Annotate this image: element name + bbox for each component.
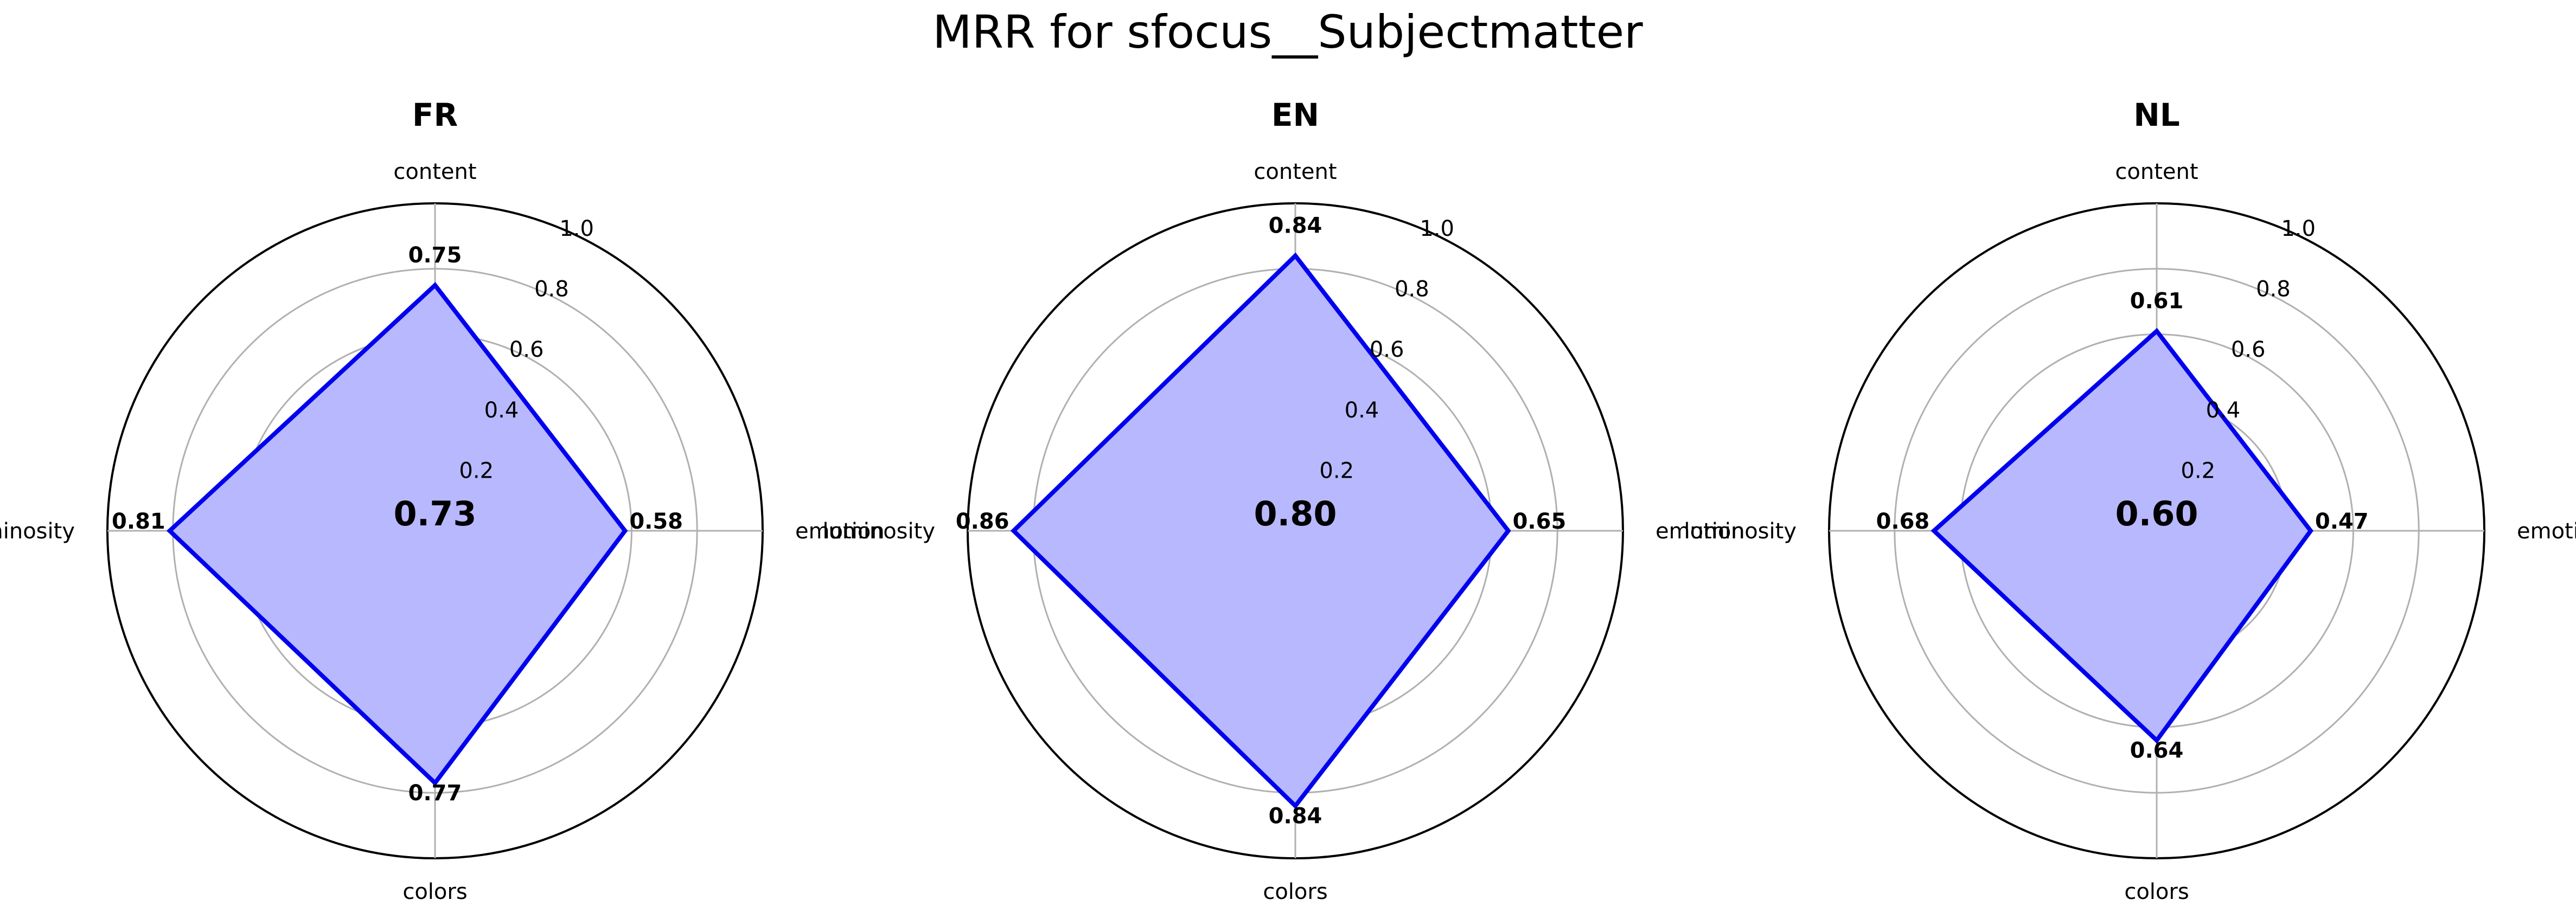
- rtick-label: 0.6: [2231, 337, 2266, 362]
- rtick-label: 0.8: [534, 277, 569, 302]
- panel-title: EN: [1271, 97, 1319, 133]
- rtick-label: 0.6: [1370, 337, 1404, 362]
- series-line: [1931, 327, 2313, 744]
- category-label: emotion: [2517, 519, 2576, 544]
- value-label: 0.47: [2315, 509, 2369, 534]
- rtick-label: 0.2: [1319, 458, 1354, 483]
- category-label: colors: [1263, 879, 1327, 904]
- value-label: 0.86: [956, 509, 1009, 534]
- rtick-label: 0.4: [2206, 398, 2241, 423]
- series-line: [166, 282, 628, 787]
- series-line: [1010, 252, 1511, 809]
- category-label: colors: [402, 879, 467, 904]
- rtick-label: 1.0: [559, 216, 594, 241]
- rtick-label: 0.8: [2256, 277, 2291, 302]
- rtick-label: 0.2: [2181, 458, 2215, 483]
- value-label: 0.58: [629, 509, 683, 534]
- value-label: 0.64: [2130, 738, 2184, 763]
- radar-panels: FR 0.2 0.4 0.6 0.8 1.0 content emotion colors lum…: [0, 97, 2576, 904]
- category-label: content: [1254, 159, 1337, 184]
- value-label: 0.77: [408, 781, 462, 806]
- panel-title: NL: [2133, 97, 2180, 133]
- category-label: content: [2115, 159, 2198, 184]
- rtick-label: 0.2: [459, 458, 494, 483]
- panel-title: FR: [412, 97, 458, 133]
- rtick-label: 0.8: [1395, 277, 1429, 302]
- rtick-label: 0.4: [1345, 398, 1379, 423]
- series-fill: [1013, 255, 1508, 806]
- center-value: 0.73: [394, 494, 477, 534]
- center-value: 0.80: [1254, 494, 1337, 534]
- category-label: luminosity: [1684, 519, 1797, 544]
- value-label: 0.81: [112, 509, 165, 534]
- value-label: 0.68: [1876, 509, 1930, 534]
- value-label: 0.61: [2130, 289, 2184, 314]
- category-label: luminosity: [822, 519, 935, 544]
- category-label: luminosity: [0, 519, 75, 544]
- category-label: emotion: [795, 519, 885, 544]
- value-label: 0.65: [1513, 509, 1567, 534]
- rtick-label: 0.4: [484, 398, 519, 423]
- value-label: 0.75: [408, 243, 462, 268]
- rtick-label: 0.6: [509, 337, 544, 362]
- category-label: content: [393, 159, 476, 184]
- category-label: emotion: [1655, 519, 1745, 544]
- value-label: 0.84: [1269, 214, 1322, 239]
- radar-panel-fr: FR 0.2 0.4 0.6 0.8 1.0 content emotion colors lum…: [0, 97, 885, 904]
- series-fill: [1934, 331, 2311, 741]
- center-value: 0.60: [2115, 494, 2198, 534]
- series-fill: [169, 285, 625, 783]
- figure-title: MRR for sfocus__Subjectmatter: [932, 5, 1643, 59]
- radar-panel-en: EN 0.2 0.4 0.6 0.8 1.0 content emotion colors lum…: [822, 97, 1744, 904]
- rtick-label: 1.0: [2281, 216, 2316, 241]
- radar-panel-nl: NL 0.2 0.4 0.6 0.8 1.0 content emotion colors lum…: [1684, 97, 2576, 904]
- rtick-label: 1.0: [1420, 216, 1454, 241]
- value-label: 0.84: [1269, 804, 1322, 828]
- category-label: colors: [2124, 879, 2189, 904]
